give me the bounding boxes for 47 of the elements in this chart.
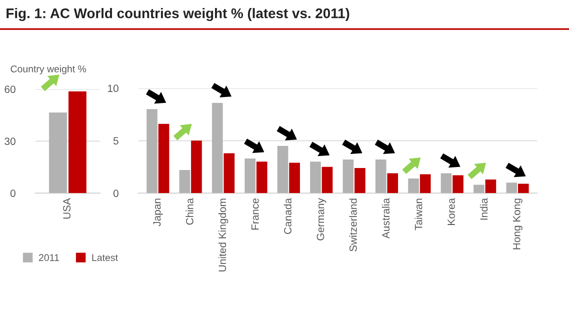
- bar: [212, 102, 223, 194]
- x-tick-label: United Kingdom: [218, 198, 228, 272]
- x-tick-label: Japan: [153, 198, 163, 226]
- legend-label: 2011: [38, 254, 59, 262]
- bar: [191, 140, 202, 194]
- bar: [420, 174, 431, 194]
- bar: [375, 160, 386, 194]
- bar: [244, 158, 256, 194]
- x-tick-label: India: [480, 198, 488, 220]
- bar: [474, 184, 484, 194]
- y-tick-label: 10: [108, 84, 118, 92]
- y-tick-label: 0: [113, 190, 118, 198]
- bar: [387, 173, 398, 194]
- bar: [342, 160, 354, 194]
- bar: [289, 162, 300, 194]
- x-tick-label: USA: [63, 198, 71, 219]
- bar: [452, 175, 464, 194]
- x-tick-label: Canada: [284, 198, 292, 234]
- bar: [277, 146, 288, 194]
- bar: [224, 153, 235, 194]
- bar: [146, 109, 158, 194]
- y-tick-label: 5: [113, 137, 118, 145]
- x-tick-label: France: [251, 198, 259, 230]
- x-tick-label: China: [186, 198, 194, 225]
- x-tick-label: Hong Kong: [513, 198, 522, 250]
- y-tick-label: 0: [10, 190, 16, 198]
- x-tick-label: Germany: [316, 198, 326, 240]
- x-tick-label: Taiwan: [414, 198, 422, 230]
- bar: [310, 162, 321, 194]
- bar: [256, 162, 268, 194]
- x-tick-label: Korea: [448, 198, 455, 225]
- bar: [322, 166, 333, 194]
- bar: [408, 178, 419, 194]
- bar: [158, 124, 170, 194]
- y-axis-title: Country weight %: [10, 65, 86, 74]
- bar: [354, 168, 366, 194]
- x-tick-label: Switzerland: [349, 198, 357, 252]
- bar: [518, 184, 529, 194]
- bar: [485, 180, 496, 194]
- bar: [440, 173, 452, 194]
- text: Fig. 1: AC World countries weight % (latest vs. 2011): [6, 8, 350, 22]
- y-tick-label: 30: [4, 138, 16, 146]
- bar: [506, 182, 518, 194]
- bar: [179, 170, 190, 194]
- legend-label: Latest: [92, 254, 118, 262]
- x-tick-label: Australia: [382, 198, 390, 239]
- y-tick-label: 60: [4, 86, 16, 94]
